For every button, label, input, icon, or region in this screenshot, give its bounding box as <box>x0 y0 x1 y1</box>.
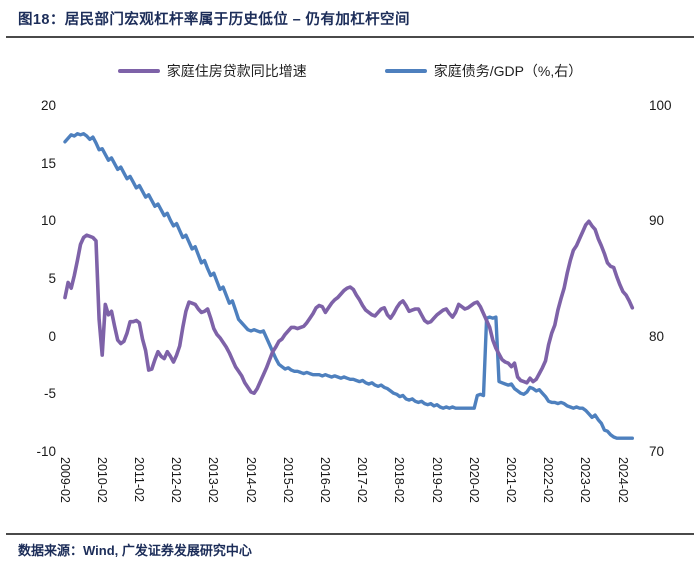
left-axis-tick-label: 20 <box>40 98 56 113</box>
left-axis-tick-label: 5 <box>48 271 56 286</box>
x-axis-tick-label: 2021-02 <box>503 457 518 503</box>
legend-label-housing-loan-growth: 家庭住房贷款同比增速 <box>166 63 307 79</box>
left-axis-tick-label: 15 <box>40 155 56 171</box>
chart-legend: 家庭住房贷款同比增速 家庭债务/GDP（%,右） <box>0 60 700 82</box>
series-line-housing-loan-growth <box>63 219 635 396</box>
x-axis-tick-label: 2012-02 <box>169 457 184 503</box>
x-axis-tick-label: 2014-02 <box>243 457 258 503</box>
series-line-household-debt-gdp <box>63 131 634 440</box>
right-axis-tick-label: 80 <box>649 328 665 344</box>
x-axis-tick-label: 2016-02 <box>317 457 332 503</box>
right-axis-tick-label: 70 <box>649 444 665 459</box>
left-axis-tick-label: 0 <box>48 328 56 344</box>
legend-swatch-purple-line <box>117 69 160 73</box>
legend-item-household-debt-gdp: 家庭债务/GDP（%,右） <box>384 61 583 81</box>
legend-swatch-blue-line <box>384 69 427 73</box>
right-axis-tick-label: 90 <box>649 213 665 229</box>
x-axis-tick-label: 2013-02 <box>206 457 221 503</box>
right-axis-tick-label: 100 <box>649 98 672 113</box>
x-axis-tick-label: 2018-02 <box>392 457 407 503</box>
x-axis-tick-label: 2009-02 <box>57 457 72 503</box>
figure-title: 图18：居民部门宏观杠杆率属于历史低位 – 仍有加杠杆空间 <box>18 12 410 28</box>
x-axis-tick-label: 2010-02 <box>94 457 109 503</box>
x-axis-tick-label: 2017-02 <box>355 457 370 503</box>
x-axis-tick-label: 2023-02 <box>578 457 593 503</box>
left-axis-tick-label: 10 <box>40 213 56 229</box>
x-axis-tick-label: 2015-02 <box>280 457 295 503</box>
left-axis-tick-label: -10 <box>36 444 56 459</box>
x-axis-tick-label: 2022-02 <box>541 457 556 503</box>
data-source: 数据来源：Wind, 广发证券发展研究中心 <box>18 543 252 558</box>
legend-item-housing-loan-growth: 家庭住房贷款同比增速 <box>117 61 307 81</box>
footer-divider <box>6 533 694 535</box>
x-axis-tick-label: 2024-02 <box>615 457 630 503</box>
legend-label-household-debt-gdp: 家庭债务/GDP（%,右） <box>433 63 583 79</box>
x-axis-tick-label: 2019-02 <box>429 457 444 503</box>
x-axis-tick-label: 2011-02 <box>131 457 146 502</box>
title-divider <box>6 36 694 38</box>
left-axis-tick-label: -5 <box>43 386 56 402</box>
x-axis-tick-label: 2020-02 <box>466 457 481 503</box>
